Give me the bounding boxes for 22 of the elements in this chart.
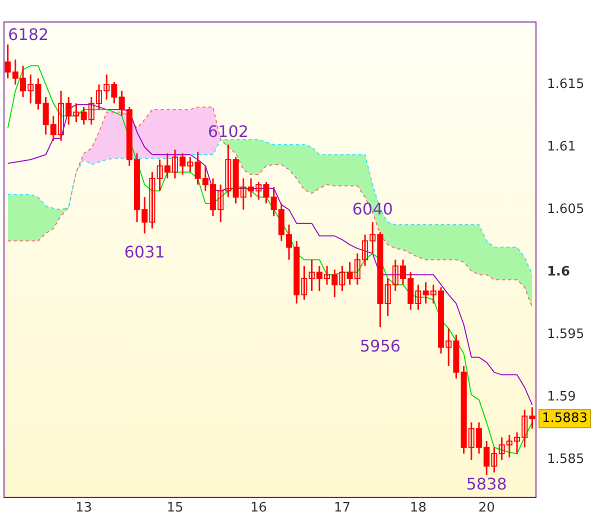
y-tick-label: 1.59 bbox=[547, 390, 576, 405]
y-tick-label: 1.615 bbox=[547, 76, 584, 92]
annotation: 5838 bbox=[466, 474, 507, 494]
x-tick-label: 17 bbox=[334, 500, 350, 516]
y-tick-label: 1.595 bbox=[547, 327, 584, 342]
line-series bbox=[7, 106, 533, 308]
line-series bbox=[7, 139, 533, 276]
annotation: 5956 bbox=[360, 336, 401, 356]
annotation: 6182 bbox=[8, 25, 49, 44]
x-tick-label: 20 bbox=[478, 500, 495, 516]
y-tick-label: 1.585 bbox=[547, 452, 584, 468]
text: 1.5883 bbox=[542, 410, 588, 426]
y-tick-label: 1.605 bbox=[547, 202, 584, 218]
x-tick-label: 16 bbox=[250, 500, 267, 516]
annotation: 6102 bbox=[208, 122, 249, 141]
x-tick-label: 15 bbox=[166, 500, 184, 516]
annotation: 6040 bbox=[352, 199, 393, 218]
annotation: 6031 bbox=[124, 242, 165, 262]
x-tick-label: 18 bbox=[410, 500, 426, 516]
y-tick-label: 1.6 bbox=[547, 264, 570, 280]
y-tick-label: 1.61 bbox=[547, 139, 576, 154]
x-tick-label: 13 bbox=[76, 500, 92, 516]
